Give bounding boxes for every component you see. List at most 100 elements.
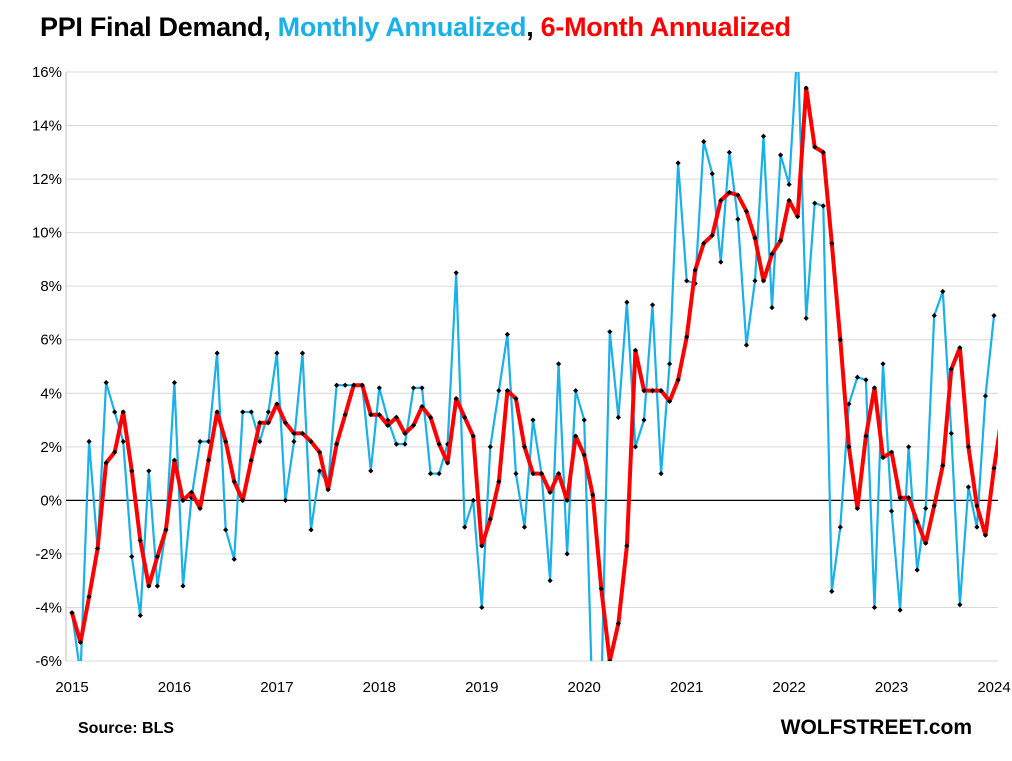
point-6month xyxy=(897,495,903,501)
point-monthly xyxy=(863,377,869,383)
point-monthly xyxy=(871,604,878,611)
point-6month xyxy=(479,543,485,549)
point-6month xyxy=(965,444,971,450)
point-6month xyxy=(462,414,468,420)
point-6month xyxy=(923,540,929,546)
point-monthly xyxy=(573,387,579,394)
y-tick-label: 6% xyxy=(40,332,62,349)
point-monthly xyxy=(769,305,775,311)
point-monthly xyxy=(615,414,621,420)
point-6month xyxy=(231,479,237,485)
point-6month xyxy=(77,639,84,645)
point-6month xyxy=(146,583,152,589)
point-monthly xyxy=(812,200,818,206)
point-6month xyxy=(69,610,75,616)
point-6month xyxy=(556,470,562,477)
y-tick-labels: 16% 14% 12% 10% 8% 6% 4% 2% 0% -2% -4% -6% xyxy=(32,64,62,670)
axes xyxy=(65,72,998,661)
point-6month xyxy=(359,382,365,388)
point-monthly xyxy=(197,438,203,445)
point-6month xyxy=(786,197,792,204)
point-6month xyxy=(906,495,912,501)
point-6month xyxy=(888,449,895,455)
point-monthly xyxy=(137,612,143,619)
x-tick-label: 2015 xyxy=(55,679,88,696)
point-monthly xyxy=(666,361,673,367)
point-6month xyxy=(325,487,331,493)
point-monthly xyxy=(393,441,400,447)
point-6month xyxy=(846,444,852,450)
point-6month xyxy=(948,366,954,372)
point-monthly xyxy=(829,588,835,594)
point-monthly xyxy=(308,527,314,533)
point-monthly xyxy=(564,551,570,557)
point-monthly xyxy=(402,441,408,447)
point-monthly xyxy=(965,484,971,490)
point-6month xyxy=(385,422,391,428)
point-6month xyxy=(129,468,135,474)
point-6month xyxy=(299,430,306,437)
point-monthly xyxy=(991,313,997,319)
point-monthly xyxy=(795,43,800,48)
point-monthly xyxy=(590,712,595,717)
point-6month xyxy=(257,420,263,426)
point-monthly xyxy=(974,524,980,530)
point-monthly xyxy=(931,313,937,319)
x-tick-label: 2022 xyxy=(772,679,805,696)
point-monthly xyxy=(146,468,152,474)
point-6month xyxy=(735,192,741,198)
point-6month xyxy=(453,396,459,402)
point-6month xyxy=(188,489,195,495)
point-6month xyxy=(351,382,357,388)
point-6month xyxy=(282,420,289,426)
point-monthly xyxy=(376,385,382,391)
point-6month xyxy=(197,505,203,511)
point-6month xyxy=(829,240,835,246)
point-monthly xyxy=(735,216,741,222)
point-6month xyxy=(812,144,818,150)
point-6month xyxy=(538,470,545,477)
point-6month xyxy=(931,503,937,509)
point-6month xyxy=(419,404,425,410)
point-monthly xyxy=(103,379,109,386)
point-monthly xyxy=(453,270,459,276)
title-part-1: Monthly Annualized xyxy=(277,12,527,42)
point-monthly xyxy=(214,350,220,356)
x-tick-label: 2021 xyxy=(670,679,703,696)
x-tick-label: 2020 xyxy=(568,679,601,696)
point-6month xyxy=(615,620,621,627)
point-monthly xyxy=(419,385,425,391)
title-part-3: 6-Month Annualized xyxy=(540,12,791,42)
point-monthly xyxy=(957,602,963,608)
point-monthly xyxy=(479,604,485,611)
point-6month xyxy=(436,441,442,447)
point-monthly xyxy=(299,350,306,356)
point-6month xyxy=(205,457,212,463)
point-6month xyxy=(368,412,374,418)
point-monthly xyxy=(496,387,502,394)
x-tick-label: 2016 xyxy=(158,679,191,696)
point-monthly xyxy=(684,278,690,284)
point-monthly xyxy=(120,438,126,445)
point-6month xyxy=(402,430,408,437)
point-6month xyxy=(769,251,775,257)
point-6month xyxy=(863,433,869,439)
point-6month xyxy=(914,519,920,525)
point-6month xyxy=(726,189,732,196)
point-monthly xyxy=(86,438,92,445)
point-6month xyxy=(112,449,118,455)
point-6month xyxy=(504,387,510,394)
point-6month xyxy=(940,462,946,469)
point-6month xyxy=(590,492,596,498)
point-monthly xyxy=(658,470,664,477)
point-6month xyxy=(265,420,271,426)
point-6month xyxy=(820,149,826,155)
point-6month xyxy=(214,409,220,415)
point-monthly xyxy=(410,385,417,391)
point-6month xyxy=(658,387,664,394)
point-monthly xyxy=(880,361,886,367)
point-6month xyxy=(308,438,314,445)
y-tick-label: 10% xyxy=(32,225,62,242)
point-6month xyxy=(86,594,92,600)
point-6month xyxy=(760,278,767,284)
